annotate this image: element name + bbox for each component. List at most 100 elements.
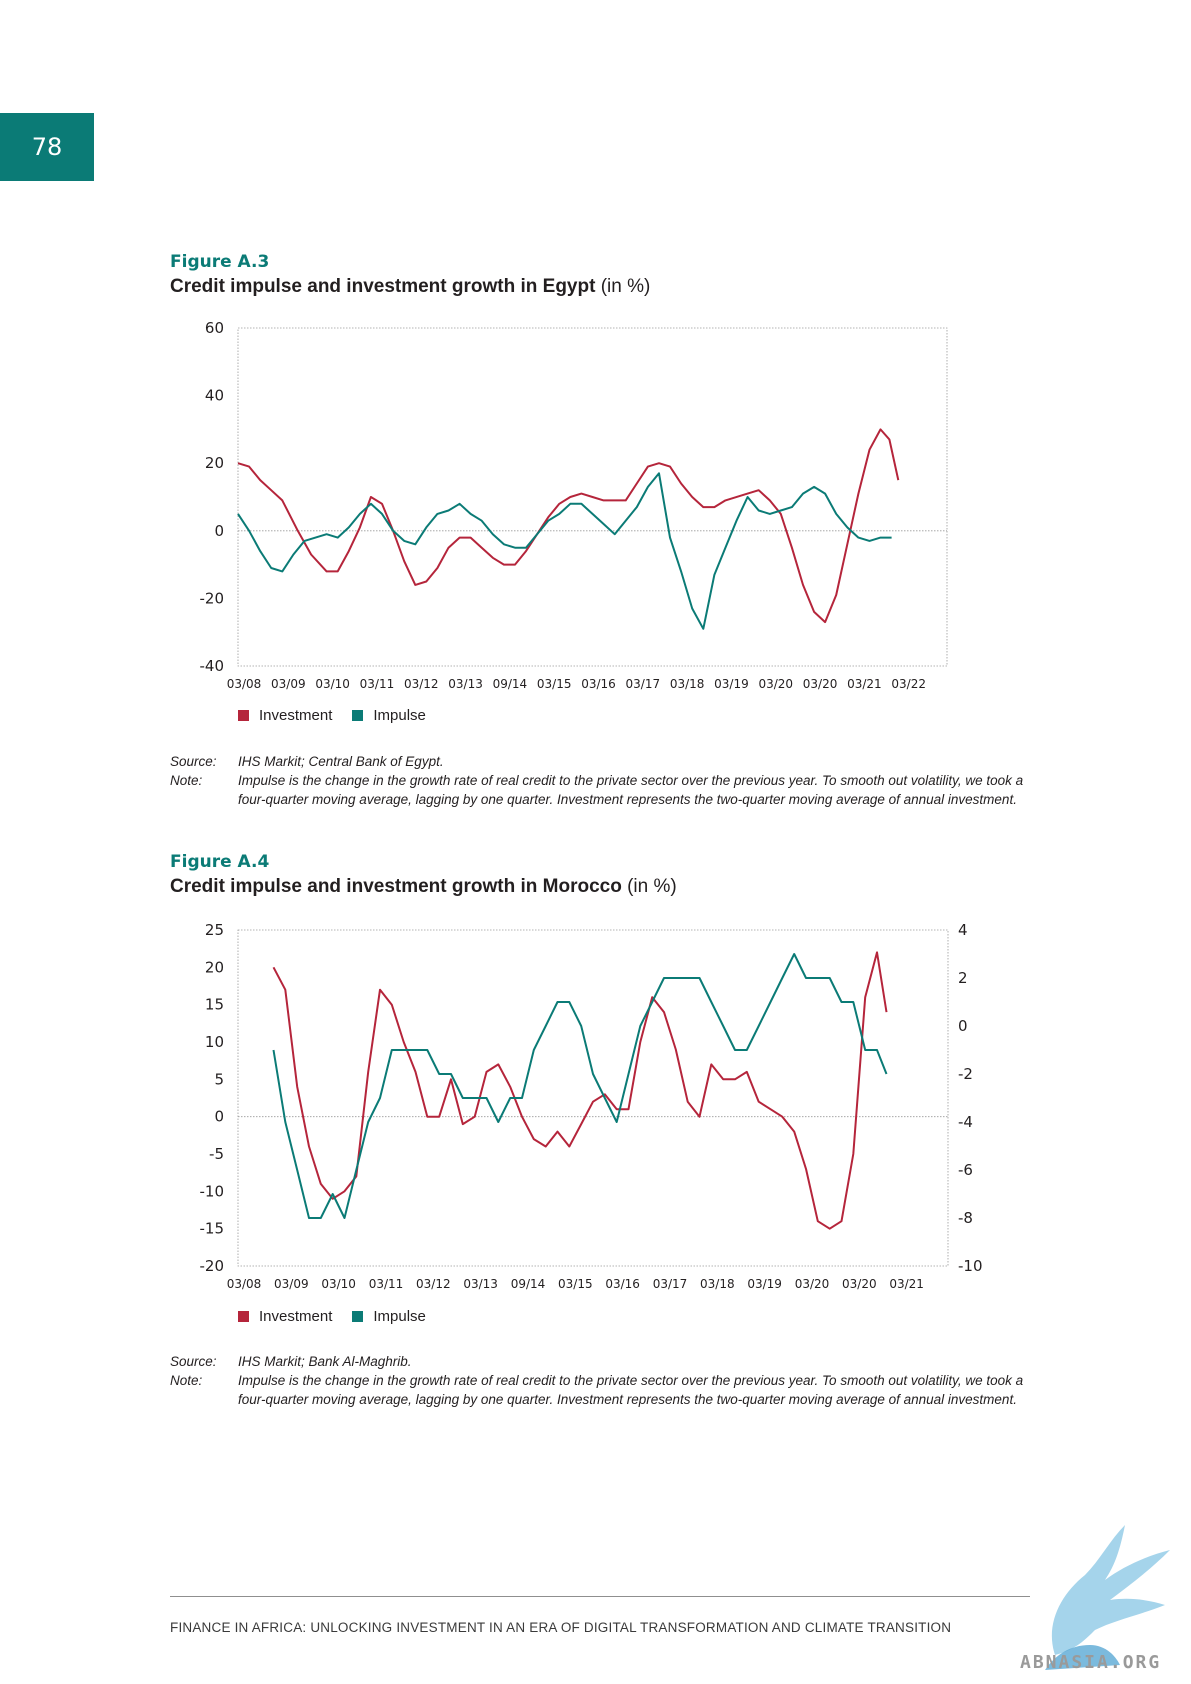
x-tick-label: 03/15	[558, 1277, 593, 1291]
y-tick-label-left: -40	[200, 657, 225, 675]
series-line-impulse	[272, 953, 888, 1219]
x-tick-label: 03/20	[795, 1277, 830, 1291]
morocco-chart: -20-15-10-50510152025-10-8-6-4-202403/08…	[200, 921, 983, 1291]
y-tick-label-left: -15	[200, 1220, 225, 1238]
figure-a4-label: Figure A.4	[170, 852, 270, 872]
legend-investment: Investment	[238, 707, 332, 724]
y-tick-label-right: -10	[958, 1257, 983, 1275]
y-tick-label-left: 0	[214, 1108, 224, 1126]
morocco-note-row: Note: Impulse is the change in the growt…	[170, 1371, 1030, 1409]
page-number: 78	[0, 113, 94, 181]
egypt-legend: Investment Impulse	[238, 707, 426, 724]
legend-impulse-label: Impulse	[373, 1308, 426, 1325]
legend-investment: Investment	[238, 1308, 332, 1325]
figure-a4-title-text: Credit impulse and investment growth in …	[170, 876, 622, 897]
x-tick-label: 03/08	[227, 677, 262, 691]
x-tick-label: 03/15	[537, 677, 572, 691]
x-tick-label: 03/18	[700, 1277, 735, 1291]
y-tick-label-left: -20	[200, 589, 225, 607]
y-tick-label-left: 10	[205, 1033, 224, 1051]
x-tick-label: 03/18	[670, 677, 705, 691]
bird-logo-icon	[1045, 1525, 1170, 1670]
x-tick-label: 03/17	[626, 677, 661, 691]
x-tick-label: 03/09	[271, 677, 306, 691]
y-tick-label-right: 0	[958, 1017, 968, 1035]
x-tick-label: 03/13	[463, 1277, 498, 1291]
x-tick-label: 03/11	[369, 1277, 404, 1291]
x-tick-label: 03/12	[404, 677, 439, 691]
series-line-investment	[237, 428, 900, 624]
x-tick-label: 03/20	[803, 677, 838, 691]
morocco-notes: Source: IHS Markit; Bank Al-Maghrib. Not…	[170, 1352, 1030, 1409]
x-tick-label: 03/21	[889, 1277, 924, 1291]
legend-swatch-investment	[238, 710, 249, 721]
x-tick-label: 03/11	[360, 677, 395, 691]
y-tick-label-left: 5	[214, 1070, 224, 1088]
y-tick-label-right: -8	[958, 1209, 973, 1227]
x-tick-label: 09/14	[511, 1277, 546, 1291]
watermark-text: ABNASIA.ORG	[1020, 1652, 1162, 1673]
y-tick-label-left: -20	[200, 1257, 225, 1275]
x-tick-label: 03/12	[416, 1277, 451, 1291]
figure-a3-unit: (in %)	[600, 276, 651, 297]
figure-a4-title: Credit impulse and investment growth in …	[170, 876, 677, 898]
legend-impulse: Impulse	[352, 1308, 426, 1325]
x-tick-label: 03/22	[891, 677, 926, 691]
y-tick-label-right: -6	[958, 1161, 973, 1179]
x-tick-label: 03/13	[448, 677, 483, 691]
x-tick-label: 03/10	[315, 677, 350, 691]
y-tick-label-left: 40	[205, 387, 224, 405]
legend-investment-label: Investment	[259, 1308, 333, 1325]
figure-a4-unit: (in %)	[627, 876, 677, 897]
morocco-note: Impulse is the change in the growth rate…	[238, 1373, 1024, 1407]
y-tick-label-right: 4	[958, 921, 968, 939]
plot-frame	[237, 327, 948, 667]
footer-rule	[170, 1596, 1030, 1597]
morocco-note-key: Note:	[170, 1373, 203, 1388]
egypt-notes: Source: IHS Markit; Central Bank of Egyp…	[170, 752, 1030, 809]
morocco-legend: Investment Impulse	[238, 1308, 426, 1325]
legend-impulse: Impulse	[352, 707, 426, 724]
x-tick-label: 03/10	[321, 1277, 356, 1291]
legend-swatch-investment	[238, 1311, 249, 1322]
x-tick-label: 03/08	[227, 1277, 262, 1291]
figure-a3-title-text: Credit impulse and investment growth in …	[170, 276, 596, 297]
egypt-note-row: Note: Impulse is the change in the growt…	[170, 771, 1030, 809]
legend-swatch-impulse	[352, 1311, 364, 1322]
x-tick-label: 03/16	[581, 677, 616, 691]
y-tick-label-left: -10	[200, 1182, 225, 1200]
y-tick-label-left: 20	[205, 454, 224, 472]
figure-a3-title: Credit impulse and investment growth in …	[170, 276, 650, 298]
y-tick-label-left: 15	[205, 996, 224, 1014]
morocco-source-row: Source: IHS Markit; Bank Al-Maghrib.	[170, 1352, 1030, 1371]
morocco-source-key: Source:	[170, 1354, 217, 1369]
y-tick-label-left: 0	[214, 522, 224, 540]
legend-swatch-impulse	[352, 710, 364, 721]
series-line-impulse	[237, 472, 892, 630]
x-tick-label: 03/21	[847, 677, 882, 691]
egypt-source-key: Source:	[170, 754, 217, 769]
legend-investment-label: Investment	[259, 707, 333, 724]
figure-a3-label: Figure A.3	[170, 252, 270, 272]
plot-frame	[237, 929, 949, 1267]
egypt-source: IHS Markit; Central Bank of Egypt.	[238, 754, 444, 769]
series-line-investment	[272, 951, 888, 1230]
x-tick-label: 03/20	[842, 1277, 877, 1291]
y-tick-label-right: -4	[958, 1113, 973, 1131]
egypt-note-key: Note:	[170, 773, 203, 788]
footer-text: FINANCE IN AFRICA: UNLOCKING INVESTMENT …	[170, 1620, 952, 1635]
y-tick-label-right: -2	[958, 1065, 973, 1083]
y-tick-label-left: -5	[209, 1145, 224, 1163]
legend-impulse-label: Impulse	[373, 707, 426, 724]
egypt-note: Impulse is the change in the growth rate…	[238, 773, 1024, 807]
x-tick-label: 03/20	[758, 677, 793, 691]
morocco-source: IHS Markit; Bank Al-Maghrib.	[238, 1354, 412, 1369]
x-tick-label: 03/19	[714, 677, 749, 691]
y-tick-label-left: 20	[205, 958, 224, 976]
x-tick-label: 03/17	[653, 1277, 688, 1291]
x-tick-label: 03/19	[747, 1277, 782, 1291]
egypt-source-row: Source: IHS Markit; Central Bank of Egyp…	[170, 752, 1030, 771]
x-tick-label: 03/09	[274, 1277, 309, 1291]
y-tick-label-right: 2	[958, 969, 968, 987]
x-tick-label: 03/16	[605, 1277, 640, 1291]
